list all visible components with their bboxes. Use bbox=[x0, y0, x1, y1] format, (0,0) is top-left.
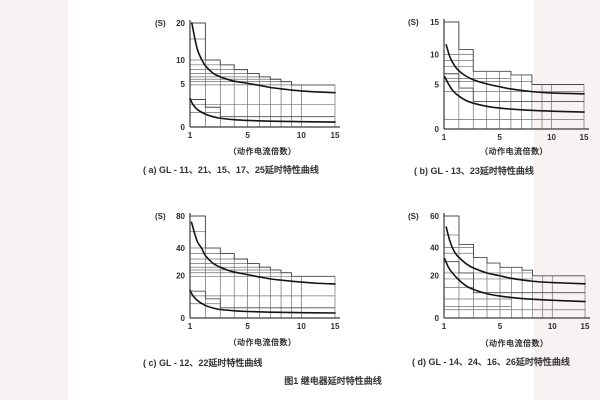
svg-text:5: 5 bbox=[497, 133, 502, 142]
chart-d-block: (S) 0 20 40 60 1 5 10 15 （动作电流倍数） ( d) GL - 14、… bbox=[398, 192, 600, 387]
svg-text:10: 10 bbox=[547, 133, 556, 142]
svg-text:40: 40 bbox=[176, 244, 185, 253]
svg-text:15: 15 bbox=[581, 322, 590, 331]
y-axis-unit-c: (S) bbox=[155, 212, 166, 221]
svg-text:40: 40 bbox=[430, 243, 439, 252]
svg-text:20: 20 bbox=[430, 272, 439, 281]
chart-a-caption: ( a) GL - 11、21、15、17、25延时特性曲线 bbox=[143, 165, 319, 175]
svg-text:0: 0 bbox=[435, 125, 440, 134]
svg-text:10: 10 bbox=[297, 131, 306, 140]
x-axis-label-a: （动作电流倍数） bbox=[228, 147, 297, 156]
x-axis-label-b: （动作电流倍数） bbox=[480, 147, 548, 156]
chart-c-block: (S) 0 20 40 80 1 5 10 15 （动作电流倍数） ( c) GL - 12、… bbox=[138, 192, 378, 387]
svg-text:10: 10 bbox=[297, 322, 306, 331]
figure-title: 图1 继电器延时特性曲线 bbox=[284, 376, 382, 386]
svg-text:5: 5 bbox=[245, 322, 250, 331]
svg-text:0: 0 bbox=[435, 314, 440, 323]
x-axis-label-d: （动作电流倍数） bbox=[480, 339, 549, 348]
svg-text:1: 1 bbox=[442, 133, 447, 142]
svg-text:10: 10 bbox=[176, 56, 185, 65]
svg-text:5: 5 bbox=[498, 322, 503, 331]
svg-text:15: 15 bbox=[430, 18, 439, 27]
svg-text:15: 15 bbox=[331, 322, 340, 331]
svg-text:80: 80 bbox=[176, 212, 185, 221]
svg-text:15: 15 bbox=[580, 133, 589, 142]
y-axis-unit-b: (S) bbox=[408, 18, 419, 27]
svg-text:20: 20 bbox=[176, 271, 185, 280]
chart-b-block: (S) 0 5 10 15 1 5 10 15 （动作电流倍数） ( b) GL - 13、2… bbox=[398, 8, 600, 190]
y-axis-unit-a: (S) bbox=[155, 19, 166, 28]
chart-b-caption: ( b) GL - 13、23延时特性曲线 bbox=[414, 166, 534, 176]
svg-text:20: 20 bbox=[176, 19, 185, 28]
svg-text:10: 10 bbox=[548, 322, 557, 331]
svg-text:0: 0 bbox=[181, 123, 186, 132]
svg-text:10: 10 bbox=[430, 50, 439, 59]
svg-text:1: 1 bbox=[442, 322, 447, 331]
x-axis-label-c: （动作电流倍数） bbox=[228, 338, 297, 347]
svg-text:0: 0 bbox=[181, 314, 186, 323]
svg-text:5: 5 bbox=[181, 80, 186, 89]
svg-text:60: 60 bbox=[430, 212, 439, 221]
svg-text:15: 15 bbox=[331, 131, 340, 140]
chart-d-caption: ( d) GL - 14、24、16、26延时特性曲线 bbox=[412, 357, 570, 367]
svg-text:1: 1 bbox=[188, 131, 193, 140]
svg-text:1: 1 bbox=[188, 322, 193, 331]
svg-text:5: 5 bbox=[435, 80, 440, 89]
y-axis-unit-d: (S) bbox=[408, 212, 419, 221]
chart-a-block: (S) 0 5 10 20 1 5 10 15 （动作电流倍数） ( a) GL - 11、2… bbox=[138, 8, 378, 190]
chart-c-caption: ( c) GL - 12、22延时特性曲线 bbox=[143, 358, 263, 368]
content-panel: (S) 0 5 10 20 1 5 10 15 （动作电流倍数） ( a) GL - 11、2… bbox=[68, 0, 590, 400]
svg-text:5: 5 bbox=[245, 131, 250, 140]
